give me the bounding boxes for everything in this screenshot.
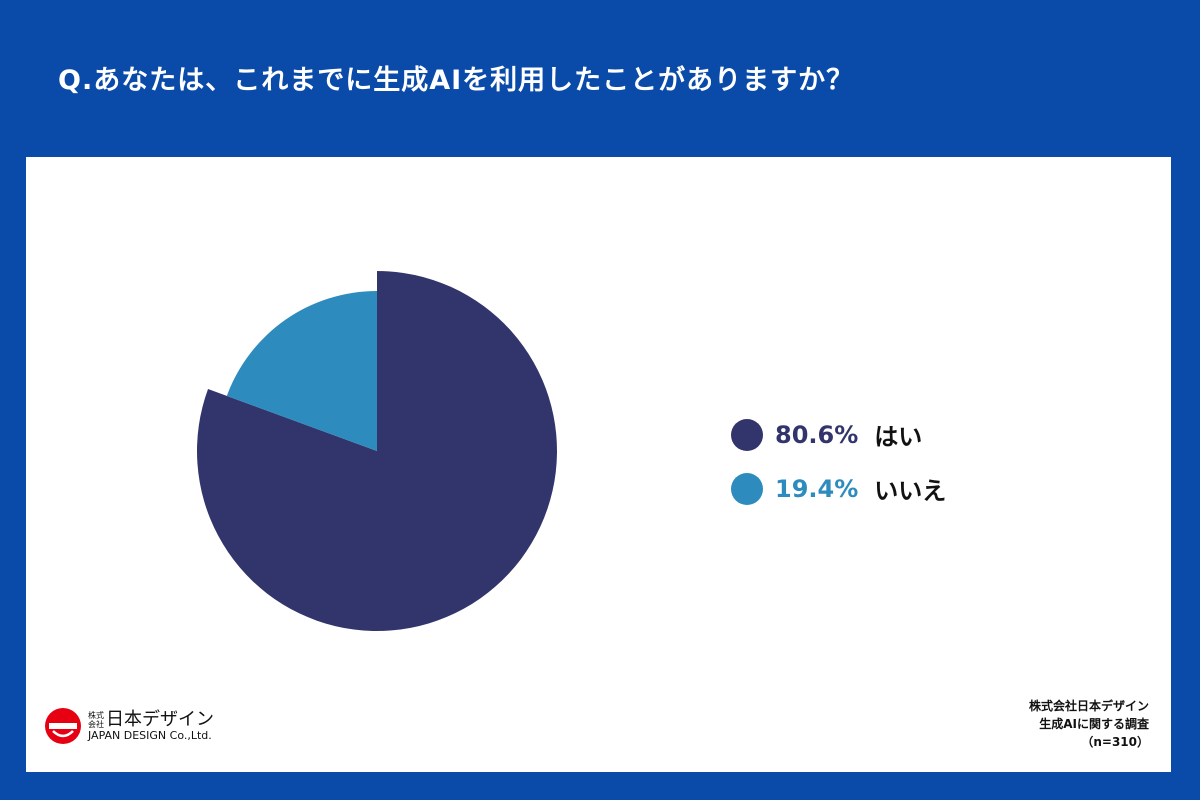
chart-panel: 80.6% はい 19.4% いいえ 株式会社 日本デザイン JAPAN DESI… [26, 157, 1171, 772]
pie-slice-1 [226, 291, 377, 451]
source-line-1: 株式会社日本デザイン [1028, 699, 1149, 713]
logo-mark-icon [45, 708, 81, 744]
source-line-2: 生成AIに関する調査 [1039, 717, 1149, 731]
legend-label-no: いいえ [874, 477, 947, 505]
legend-label-yes: はい [874, 423, 923, 451]
legend-value-yes: 80.6% [775, 420, 859, 449]
logo-en: JAPAN DESIGN Co.,Ltd. [88, 728, 212, 742]
legend-swatch-no [731, 472, 763, 505]
legend-item-yes: 80.6% はい [731, 417, 922, 452]
source-line-3: （n=310） [1081, 735, 1149, 749]
chart-title: Q.あなたは、これまでに生成AIを利用したことがありますか？ [58, 65, 855, 96]
logo-jp: 日本デザイン [106, 709, 214, 731]
logo-jp-small: 株式会社 [88, 711, 104, 730]
company-logo: 株式会社 日本デザイン JAPAN DESIGN Co.,Ltd. [44, 707, 214, 745]
legend-item-no: 19.4% いいえ [731, 471, 946, 506]
pie-chart [196, 271, 558, 631]
legend-value-no: 19.4% [775, 474, 859, 503]
source-note: 株式会社日本デザイン 生成AIに関する調査 （n=310） [1029, 697, 1149, 751]
legend-swatch-yes [731, 418, 763, 451]
